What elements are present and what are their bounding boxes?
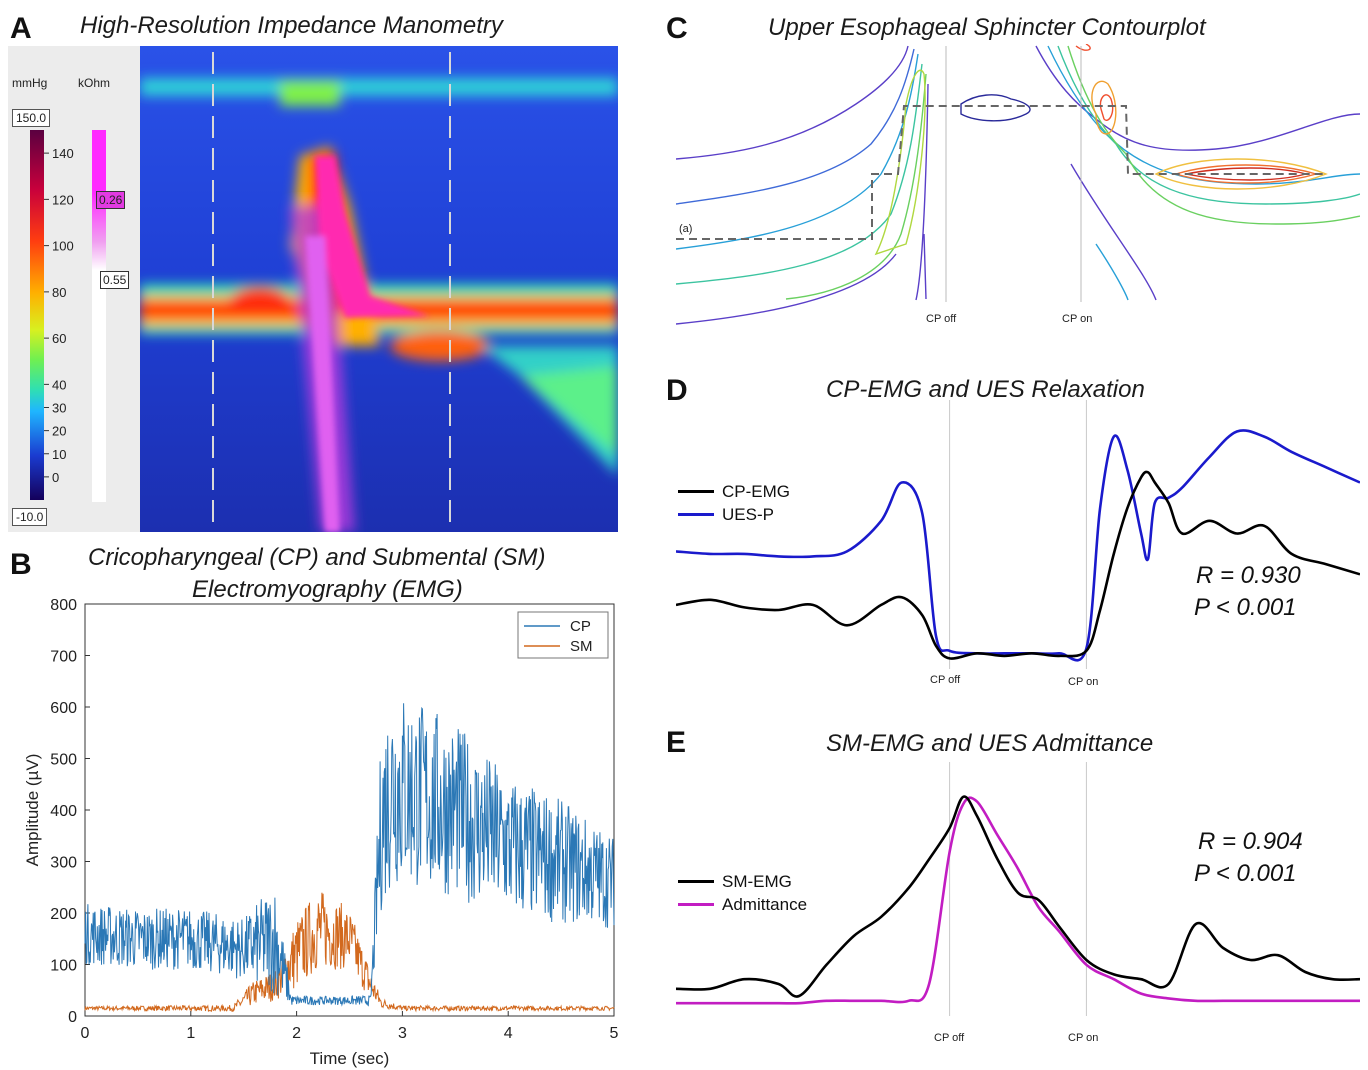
y-axis-label: Amplitude (µV) <box>23 754 42 867</box>
y-tick-label: 100 <box>50 958 77 975</box>
x-tick-label: 0 <box>81 1025 90 1042</box>
panel-b-title-line1: Cricopharyngeal (CP) and Submental (SM) <box>88 544 546 571</box>
y-tick-label: 300 <box>50 855 77 872</box>
y-tick-label: 800 <box>50 597 77 614</box>
panel-b-letter: B <box>10 548 32 581</box>
d-series-cp-emg-line <box>676 470 1360 660</box>
legend-b-box <box>517 611 609 659</box>
pressure-tick-label: 40 <box>52 377 66 392</box>
contour-dashed-path <box>676 105 1326 240</box>
y-tick-label: 500 <box>50 752 77 769</box>
legend-e-swatch-sm-emg <box>678 880 714 883</box>
pressure-tick-label: 30 <box>52 401 66 416</box>
legend-d: CP-EMG UES-P <box>678 480 790 526</box>
panel-a-title: High-Resolution Impedance Manometry <box>80 12 503 39</box>
legend-d-swatch-cp-emg <box>678 490 714 493</box>
legend-e-label-sm-emg: SM-EMG <box>722 871 792 891</box>
panel-c-title: Upper Esophageal Sphincter Contourplot <box>768 14 1206 41</box>
x-tick-label: 1 <box>186 1025 195 1042</box>
stat-d-r: R = 0.930 <box>1196 562 1301 589</box>
d-series-ues-p-line <box>676 429 1360 662</box>
y-tick-label: 200 <box>50 906 77 923</box>
panel-e-letter: E <box>666 726 687 759</box>
x-tick-label: 5 <box>610 1025 619 1042</box>
pressure-tick-label: 0 <box>52 470 59 485</box>
stat-d-p: P < 0.001 <box>1194 594 1297 621</box>
pressure-tick-label: 140 <box>52 146 74 161</box>
cp-off-label-e: CP off <box>934 1032 965 1044</box>
impedance-unit-label: kOhm <box>78 76 111 90</box>
y-tick-label: 600 <box>50 700 77 717</box>
x-axis-label: Time (sec) <box>310 1049 390 1068</box>
impedance-low-box[interactable]: 0.55 <box>100 271 130 289</box>
stat-e-r: R = 0.904 <box>1198 828 1303 855</box>
legend-e-label-admittance: Admittance <box>722 894 808 914</box>
pressure-min-box[interactable]: -10.0 <box>12 508 48 526</box>
legend-b-label-sm: SM <box>570 638 593 655</box>
pressure-colorbar <box>30 130 44 500</box>
pressure-tick-label: 20 <box>52 424 66 439</box>
impedance-high-box[interactable]: 0.26 <box>96 191 126 209</box>
pressure-tick-label: 120 <box>52 192 74 207</box>
y-tick-label: 400 <box>50 803 77 820</box>
x-tick-label: 2 <box>292 1025 301 1042</box>
cp-on-label-e: CP on <box>1068 1032 1099 1044</box>
panel-d-title: CP-EMG and UES Relaxation <box>826 376 1145 403</box>
hrim-heatmap <box>140 46 618 532</box>
cp-off-label-d: CP off <box>930 674 961 686</box>
pressure-tick-label: 10 <box>52 447 66 462</box>
series-sm-line <box>84 892 615 1013</box>
cp-on-label-d: CP on <box>1068 676 1099 688</box>
y-tick-label: 700 <box>50 649 77 666</box>
e-series-admittance-line <box>676 796 1360 1005</box>
e-series-sm-emg-line <box>676 795 1360 998</box>
panel-e-title: SM-EMG and UES Admittance <box>826 730 1154 757</box>
legend-e-swatch-admittance <box>678 903 714 906</box>
y-tick-label: 0 <box>68 1009 77 1026</box>
panel-b-title-line2: Electromyography (EMG) <box>192 576 463 603</box>
pressure-tick-label: 100 <box>52 239 74 254</box>
admittance-chart <box>676 762 1360 1016</box>
legend-d-label-cp-emg: CP-EMG <box>722 481 790 501</box>
panel-c-letter: C <box>666 12 688 45</box>
series-cp-line <box>84 703 615 1007</box>
pressure-max-box[interactable]: 150.0 <box>12 109 51 127</box>
stat-e-p: P < 0.001 <box>1194 860 1297 887</box>
panel-a-letter: A <box>10 12 32 45</box>
relaxation-chart <box>676 400 1360 669</box>
ues-contourplot <box>676 44 1360 325</box>
emg-line-chart: 0 1 2 3 4 5 0 100 200 300 400 500 600 700 800 Time (sec… <box>23 597 619 1068</box>
cp-on-label-c: CP on <box>1062 313 1093 325</box>
pressure-tick-label: 60 <box>52 331 66 346</box>
legend-d-label-ues-p: UES-P <box>722 504 774 524</box>
cp-off-label-c: CP off <box>926 313 957 325</box>
pressure-tick-label: 80 <box>52 285 66 300</box>
legend-e: SM-EMG Admittance <box>678 870 807 916</box>
legend-b-label-cp: CP <box>570 618 591 635</box>
x-tick-label: 4 <box>504 1025 513 1042</box>
panel-d-letter: D <box>666 374 688 407</box>
pressure-unit-label: mmHg <box>12 76 48 90</box>
x-tick-label: 3 <box>398 1025 407 1042</box>
contour-marker-a: (a) <box>679 223 693 235</box>
legend-d-swatch-ues-p <box>678 513 714 516</box>
